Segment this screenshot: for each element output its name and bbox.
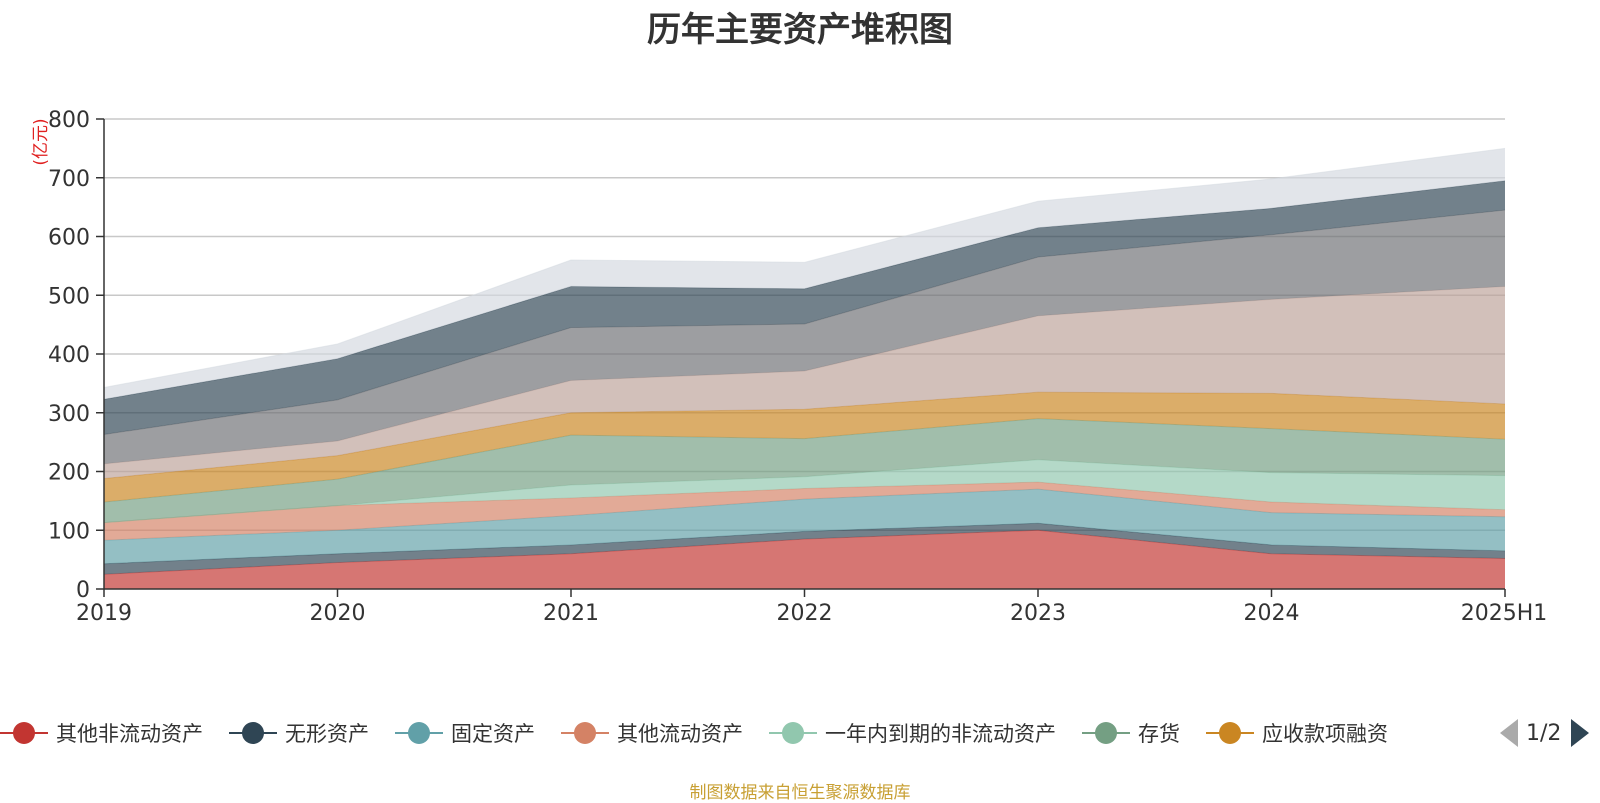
area-series-7[interactable]	[104, 286, 1505, 479]
legend-page-indicator: 1/2	[1526, 720, 1562, 746]
legend-marker-icon	[229, 721, 277, 745]
y-tick-label: 600	[48, 226, 90, 251]
area-series-1[interactable]	[104, 523, 1505, 575]
area-series-6[interactable]	[104, 392, 1505, 503]
legend-label: 其他非流动资产	[56, 722, 203, 746]
stacked-area-chart: 0 100 200 300 400 500 600 700 800 2019 2020 2021 202…	[31, 108, 1547, 626]
legend-item[interactable]: 其他非流动资产	[0, 718, 203, 748]
area-series-10[interactable]	[104, 148, 1505, 400]
y-tick-label: 700	[48, 167, 90, 192]
legend-label: 应收款项融资	[1262, 722, 1388, 746]
legend-marker-icon	[1206, 721, 1254, 745]
legend-item[interactable]: 存货	[1082, 718, 1180, 748]
legend-label: 固定资产	[451, 722, 535, 746]
legend-pager: 1/2	[1500, 716, 1600, 750]
x-tick-label: 2019	[76, 601, 132, 626]
legend-item[interactable]: 固定资产	[395, 718, 535, 748]
legend-marker-icon	[769, 721, 817, 745]
legend-item[interactable]: 应收款项融资	[1206, 718, 1388, 748]
y-tick-label: 800	[48, 108, 90, 133]
y-tick-label: 100	[48, 519, 90, 544]
x-tick-label: 2024	[1244, 601, 1300, 626]
x-tick-label: 2020	[310, 601, 366, 626]
legend-label: 一年内到期的非流动资产	[825, 722, 1056, 746]
area-series	[103, 147, 1506, 589]
x-tick-label: 2021	[543, 601, 599, 626]
legend-label: 无形资产	[285, 722, 369, 746]
legend-label: 其他流动资产	[617, 722, 743, 746]
axes: 0 100 200 300 400 500 600 700 800 2019 2020 2021 202…	[48, 108, 1547, 626]
legend-label: 存货	[1138, 722, 1180, 746]
area-series-9[interactable]	[104, 180, 1505, 435]
y-tick-label: 200	[48, 461, 90, 486]
legend-marker-icon	[0, 721, 48, 745]
y-tick-label: 0	[76, 578, 90, 603]
chart-title: 历年主要资产堆积图	[647, 10, 953, 50]
x-tick-label: 2022	[777, 601, 833, 626]
x-tick-label: 2023	[1010, 601, 1066, 626]
legend-marker-icon	[1082, 721, 1130, 745]
legend-marker-icon	[395, 721, 443, 745]
area-series-0[interactable]	[104, 530, 1505, 589]
legend-marker-icon	[561, 721, 609, 745]
legend-next-page-icon[interactable]	[1571, 719, 1590, 747]
legend-prev-page-icon[interactable]	[1500, 719, 1518, 747]
area-series-3[interactable]	[104, 482, 1505, 541]
y-tick-label: 400	[48, 343, 90, 368]
y-tick-label: 500	[48, 284, 90, 309]
legend-item[interactable]: 一年内到期的非流动资产	[769, 718, 1056, 748]
legend-item[interactable]: 无形资产	[229, 718, 369, 748]
x-tick-label: 2025H1	[1461, 601, 1548, 626]
y-tick-label: 300	[48, 402, 90, 427]
area-series-8[interactable]	[104, 210, 1505, 464]
area-series-2[interactable]	[104, 489, 1505, 564]
legend: 其他非流动资产 无形资产 固定资产 其他流动资产 一年内到期的非流动资产 存货 应收款项融资	[0, 716, 1480, 750]
area-series-5[interactable]	[104, 418, 1505, 523]
legend-item[interactable]: 其他流动资产	[561, 718, 743, 748]
area-series-edge-10	[103, 147, 1506, 388]
area-series-4[interactable]	[104, 459, 1505, 523]
data-source-note: 制图数据来自恒生聚源数据库	[689, 783, 911, 803]
y-axis-unit-label: (亿元)	[31, 118, 51, 165]
